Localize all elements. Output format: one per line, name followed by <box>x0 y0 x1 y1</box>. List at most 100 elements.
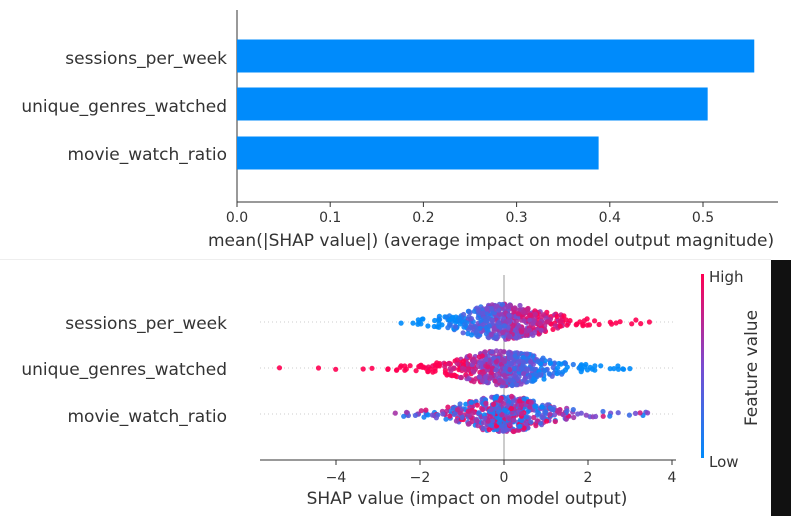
swarm-point <box>646 319 653 325</box>
swarm-point <box>564 322 570 328</box>
swarm-point <box>491 325 497 331</box>
swarm-point <box>466 413 472 419</box>
swarm-point <box>403 409 410 415</box>
swarm-point <box>506 317 512 323</box>
swarm-point <box>462 321 468 327</box>
swarm-point <box>574 321 580 327</box>
swarm-point <box>490 401 497 407</box>
swarm-point <box>487 374 493 380</box>
swarm-point <box>465 421 471 427</box>
swarm-point <box>431 323 437 330</box>
swarm-point <box>509 393 515 399</box>
swarm-point <box>633 317 639 323</box>
swarm-point <box>513 318 520 324</box>
swarm-point <box>412 412 418 418</box>
swarm-point <box>508 405 514 412</box>
swarm-point <box>524 421 530 427</box>
swarm-point <box>527 312 534 318</box>
swarm-point <box>564 408 570 414</box>
swarm-point <box>607 413 613 419</box>
swarm-point <box>507 421 513 427</box>
swarm-point <box>526 327 533 333</box>
swarm-point <box>459 414 465 421</box>
swarm-point <box>481 415 488 422</box>
swarm-point <box>445 404 451 410</box>
swarm-point <box>554 313 560 319</box>
bar-x-tick-label: 0.5 <box>692 210 714 226</box>
swarm-point <box>403 366 409 372</box>
swarm-point <box>467 353 473 359</box>
swarm-point <box>425 412 431 418</box>
swarm-point <box>607 366 613 372</box>
swarm-point <box>598 363 604 369</box>
swarm-point <box>466 308 472 314</box>
swarm-point <box>500 349 507 355</box>
swarm-point <box>570 361 576 368</box>
swarm-point <box>492 394 498 401</box>
swarm-point <box>638 321 644 327</box>
swarm-point <box>637 410 643 416</box>
swarm-point <box>474 418 480 424</box>
swarm-category-label: unique_genres_watched <box>21 360 227 380</box>
swarm-point <box>547 360 554 366</box>
swarm-point <box>532 403 538 409</box>
bar-x-tick-label: 0.1 <box>319 210 341 226</box>
swarm-point <box>465 408 471 414</box>
swarm-category-label: sessions_per_week <box>65 314 227 334</box>
swarm-point <box>489 418 496 424</box>
swarm-point <box>621 366 627 372</box>
swarm-point <box>442 363 448 370</box>
swarm-point <box>497 324 503 330</box>
swarm-point <box>518 402 525 408</box>
panel-divider <box>0 259 771 260</box>
swarm-point <box>540 355 546 361</box>
swarm-point <box>453 418 459 424</box>
swarm-point <box>530 320 536 326</box>
swarm-point <box>560 369 566 375</box>
swarm-point <box>499 412 505 418</box>
swarm-point <box>483 318 489 324</box>
swarm-point <box>488 422 494 428</box>
shap-beeswarm-chart: sessions_per_week unique_genres_watched … <box>21 268 762 509</box>
swarm-point <box>509 382 515 388</box>
mean-shap-bar-chart: sessions_per_week unique_genres_watched … <box>21 10 778 251</box>
swarm-point <box>493 367 499 373</box>
swarm-point <box>501 372 507 378</box>
swarm-point <box>479 353 485 359</box>
swarm-point <box>419 316 425 322</box>
swarm-point <box>489 306 495 312</box>
swarm-point <box>632 410 639 416</box>
swarm-point <box>478 317 484 323</box>
swarm-point <box>539 404 545 410</box>
swarm-point <box>600 413 606 419</box>
swarm-point <box>521 377 527 383</box>
swarm-point <box>451 411 457 417</box>
swarm-point <box>468 332 475 338</box>
colorbar-gradient <box>701 274 704 458</box>
swarm-point <box>517 302 523 309</box>
swarm-point <box>567 318 573 324</box>
bar-x-tick-label: 0.2 <box>412 210 434 226</box>
swarm-point <box>508 360 514 366</box>
swarm-point <box>518 381 524 387</box>
swarm-point <box>398 320 404 326</box>
swarm-point <box>480 406 486 413</box>
swarm-points <box>276 301 653 435</box>
swarm-point <box>439 322 445 328</box>
colorbar-title: Feature value <box>742 310 762 426</box>
swarm-point <box>476 410 482 416</box>
swarm-point <box>607 319 613 325</box>
swarm-point <box>315 365 322 371</box>
swarm-point <box>544 418 550 424</box>
swarm-point <box>492 378 498 384</box>
swarm-point <box>586 322 593 328</box>
swarm-point <box>512 353 518 359</box>
swarm-point <box>557 318 563 325</box>
swarm-point <box>477 360 483 366</box>
bar-category-label: sessions_per_week <box>65 49 227 69</box>
swarm-point <box>579 366 585 372</box>
swarm-point <box>533 423 539 429</box>
swarm-point <box>493 372 499 378</box>
swarm-category-labels: sessions_per_week unique_genres_watched … <box>21 314 227 427</box>
swarm-point <box>563 317 569 323</box>
